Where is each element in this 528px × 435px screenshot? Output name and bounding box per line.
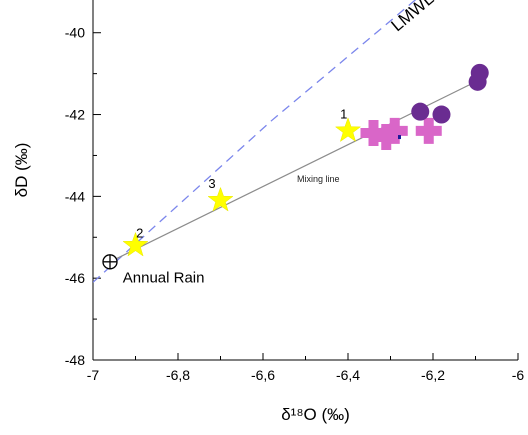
circle-marker [470,63,489,82]
plus-marker [381,117,408,144]
data-markers [102,63,489,270]
small-marker [398,135,401,140]
y-tick-label: -40 [65,25,85,41]
y-tick-label: -46 [65,270,85,286]
star-marker [122,231,149,257]
plus-marker [373,124,400,151]
x-tick-label: -6 [512,367,525,383]
x-tick-label: -6,2 [421,367,445,383]
annotation-1: 1 [340,107,347,122]
axes: -7 -6,8 -6,6 -6,4 -6,2 -6 -48 -46 -44 -42 -40 [65,0,525,383]
x-tick-label: -6,6 [251,367,275,383]
plus-marker [415,117,442,144]
annotation-2: 2 [136,225,143,240]
y-axis-title: δD (‰) [12,143,31,198]
y-tick-label: -42 [65,107,85,123]
annotation-annual-rain: Annual Rain [123,269,205,286]
y-tick-label: -44 [65,188,85,204]
annotation-3: 3 [208,176,215,191]
annotation-mixing-line: Mixing line [297,174,340,184]
x-tick-label: -6,4 [336,367,360,383]
star-marker [334,117,362,143]
x-tick-label: -7 [87,367,100,383]
y-tick-label: -48 [65,352,85,368]
chart-lines [93,0,481,283]
crossed-circle-marker [102,254,118,270]
x-tick-label: -6,8 [166,367,190,383]
star-marker [207,186,234,212]
lmwl-line [93,0,417,283]
circle-marker [432,105,451,124]
x-axis-title: δ¹⁸O (‰) [281,405,350,424]
annotation-lmwl: LMWL [388,0,438,35]
circle-marker [411,102,430,121]
